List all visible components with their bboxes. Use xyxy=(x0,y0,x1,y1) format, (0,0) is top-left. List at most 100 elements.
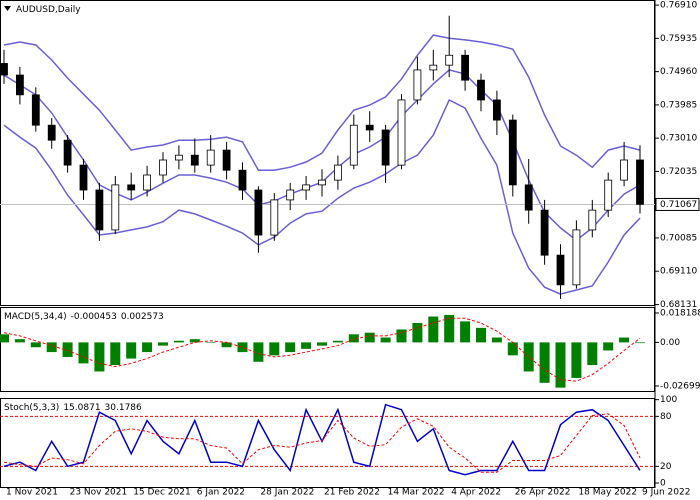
macd-bar xyxy=(142,342,153,353)
macd-bar xyxy=(14,339,25,343)
macd-bar xyxy=(460,321,471,343)
title-text: Stoch(5,3,3) xyxy=(4,403,59,413)
macd-bar xyxy=(507,342,518,356)
macd-bar xyxy=(253,342,264,362)
y-tick-label: 80 xyxy=(660,412,672,422)
x-tick-label: 26 Apr 2022 xyxy=(515,488,571,498)
x-tick-label: 18 May 2022 xyxy=(578,488,637,498)
macd-bar xyxy=(237,342,248,353)
y-tick-label: 0 xyxy=(660,479,666,489)
pane-title: MACD(5,34,4) -0.000453 0.002573 xyxy=(4,312,164,322)
title-text: MACD(5,34,4) xyxy=(4,312,67,322)
candle-body xyxy=(620,159,628,181)
macd-bar xyxy=(332,340,343,343)
signal-line xyxy=(3,317,641,382)
candle-body xyxy=(47,124,56,141)
candle-body xyxy=(270,199,279,236)
bollinger-band xyxy=(3,98,641,295)
candle-body xyxy=(492,99,501,121)
bollinger-band xyxy=(3,34,641,171)
macd-bar xyxy=(110,342,121,366)
candle-body xyxy=(477,79,485,101)
x-tick-label: 28 Jan 2022 xyxy=(260,488,314,498)
macd-bar xyxy=(317,342,327,346)
x-tick-label: 21 Feb 2022 xyxy=(324,488,380,498)
x-tick-label: 1 Nov 2021 xyxy=(6,488,58,498)
macd-bar xyxy=(126,342,137,359)
macd-bar xyxy=(269,342,280,356)
menu-triangle[interactable] xyxy=(4,6,11,11)
y-tick-label: 0.76910 xyxy=(660,1,697,11)
y-tick-label: 0.73985 xyxy=(660,100,697,110)
macd-bar xyxy=(301,342,312,349)
macd-bar xyxy=(396,329,407,343)
candle-body xyxy=(0,63,8,76)
macd-bar xyxy=(189,339,200,343)
pane-title: Stoch(5,3,3) 15.0871 30.1786 xyxy=(4,403,142,413)
candle-body xyxy=(508,119,517,186)
y-tick-label: -0.026994 xyxy=(660,382,700,392)
candle-body xyxy=(143,174,152,191)
macd-bar xyxy=(603,342,614,351)
candle-body xyxy=(318,179,326,186)
macd-bar xyxy=(491,337,502,343)
title-value: 30.1786 xyxy=(105,403,142,413)
y-tick-label: 0.73010 xyxy=(660,134,697,144)
macd-bar xyxy=(444,314,455,343)
x-tick-label: 23 Nov 2021 xyxy=(70,488,128,498)
candle-body xyxy=(111,184,120,231)
macd-bar xyxy=(635,342,645,344)
macd-bar xyxy=(619,337,630,343)
candle-body xyxy=(445,54,454,66)
candle-body xyxy=(174,154,183,161)
title-value: 15.0871 xyxy=(63,403,100,413)
x-tick-label: 14 Mar 2022 xyxy=(388,488,445,498)
candle-body xyxy=(397,99,406,166)
y-tick-label: 0.75935 xyxy=(660,34,697,44)
macd-bar xyxy=(285,342,296,353)
candle-body xyxy=(524,184,533,211)
macd-bar xyxy=(173,340,184,343)
stoch-line xyxy=(3,403,641,476)
macd-bar xyxy=(539,342,550,383)
y-tick-label: 0.00 xyxy=(660,338,680,348)
candle-body xyxy=(381,129,390,166)
macd-bar xyxy=(78,342,89,364)
title-value: -0.000453 xyxy=(71,312,117,322)
candle-body xyxy=(127,184,136,191)
y-tick-label: 20 xyxy=(660,462,672,472)
candle-body xyxy=(286,189,295,201)
candle-body xyxy=(31,94,40,126)
candle-body xyxy=(63,139,72,166)
candle-body xyxy=(79,164,88,191)
candle-body xyxy=(429,64,438,71)
macd-bar xyxy=(587,342,598,366)
macd-bar xyxy=(571,342,582,378)
x-tick-label: 15 Dec 2021 xyxy=(133,488,191,498)
macd-bar xyxy=(205,342,216,343)
title-value: 0.002573 xyxy=(121,312,164,322)
macd-bar xyxy=(380,337,391,343)
candle-body xyxy=(159,159,167,176)
macd-bar xyxy=(0,334,9,343)
x-tick-label: 9 Jun 2022 xyxy=(642,488,690,498)
candle-body xyxy=(222,149,231,171)
macd-bar xyxy=(364,332,375,343)
macd-bar xyxy=(555,342,566,388)
candle-body xyxy=(413,69,422,101)
candle-body xyxy=(95,189,104,231)
macd-bar xyxy=(412,322,423,343)
x-tick-label: 4 Apr 2022 xyxy=(451,488,501,498)
candle-body xyxy=(190,154,199,166)
candle-body xyxy=(540,209,549,256)
candle-body xyxy=(604,179,613,211)
macd-bar xyxy=(46,342,57,353)
candle-body xyxy=(254,189,263,236)
candle-body xyxy=(365,124,374,131)
candle-body xyxy=(302,184,311,191)
y-tick-label: 0.74960 xyxy=(660,67,697,77)
candle-body xyxy=(349,124,358,166)
candle-body xyxy=(206,149,215,166)
